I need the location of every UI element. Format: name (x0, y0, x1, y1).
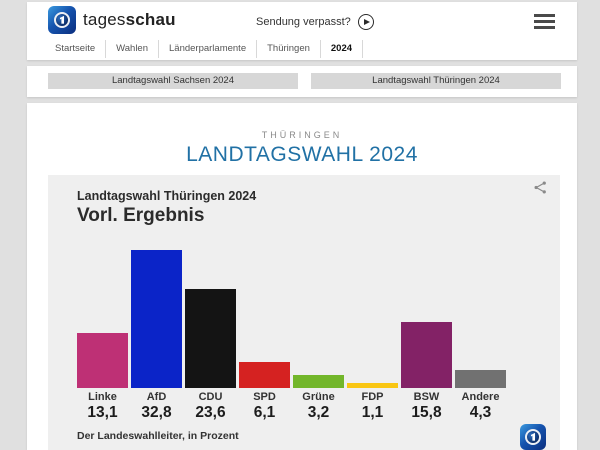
value-label-grüne: 3,2 (307, 404, 330, 421)
chart-title: Landtagswahl Thüringen 2024 (77, 189, 257, 203)
bar-spd (239, 362, 290, 388)
sendung-verpasst-link[interactable]: Sendung verpasst? (256, 14, 374, 30)
play-icon[interactable] (357, 14, 374, 30)
breadcrumb: Startseite Wahlen Länderparlamente Thüri… (45, 40, 364, 58)
party-label-cdu: CDU (198, 391, 223, 403)
party-label-andere: Andere (461, 391, 500, 403)
menu-icon[interactable] (534, 14, 555, 32)
result-chart-card: Landtagswahl Thüringen 2024 Vorl. Ergebn… (48, 175, 560, 450)
site-header: tagesschau Sendung verpasst? Startseite … (27, 2, 577, 60)
value-labels: 13,1 32,8 23,6 6,1 3,2 1,1 15,8 4,3 (77, 404, 506, 422)
bar-andere (455, 369, 506, 388)
bars (77, 250, 506, 388)
brand-wordmark: tagesschau (83, 10, 176, 29)
bar-fdp (347, 383, 398, 388)
party-label-linke: Linke (88, 391, 117, 403)
value-label-bsw: 15,8 (411, 404, 442, 421)
breadcrumb-thueringen[interactable]: Thüringen (256, 40, 320, 58)
party-label-afd: AfD (146, 391, 167, 403)
sendung-verpasst-label: Sendung verpasst? (256, 16, 351, 28)
landtagswahl-sachsen-button[interactable]: Landtagswahl Sachsen 2024 (48, 73, 298, 89)
party-labels: Linke AfD CDU SPD Grüne FDP BSW Andere (77, 391, 506, 403)
value-label-andere: 4,3 (469, 404, 492, 421)
breadcrumb-laenderparlamente[interactable]: Länderparlamente (158, 40, 256, 58)
party-label-grüne: Grüne (302, 391, 335, 403)
breadcrumb-wahlen[interactable]: Wahlen (105, 40, 158, 58)
value-label-cdu: 23,6 (195, 404, 226, 421)
page-title: LANDTAGSWAHL 2024 (186, 143, 418, 166)
region-kicker: THÜRINGEN (261, 130, 343, 140)
tagesschau-logo-icon (48, 6, 76, 34)
bar-linke (77, 332, 128, 388)
main-content: THÜRINGEN LANDTAGSWAHL 2024 Landtagswahl… (27, 103, 577, 450)
landtagswahl-thueringen-button[interactable]: Landtagswahl Thüringen 2024 (311, 73, 561, 89)
tagesschau-home-link[interactable]: tagesschau (48, 6, 176, 34)
party-label-bsw: BSW (413, 391, 440, 403)
bar-grüne (293, 374, 344, 388)
value-label-spd: 6,1 (253, 404, 276, 421)
share-icon[interactable] (533, 180, 549, 196)
value-label-linke: 13,1 (87, 404, 118, 421)
breadcrumb-startseite[interactable]: Startseite (55, 43, 96, 54)
party-label-spd: SPD (253, 391, 276, 403)
value-label-afd: 32,8 (141, 404, 172, 421)
chart-subtitle: Vorl. Ergebnis (77, 205, 205, 226)
breadcrumb-2024[interactable]: 2024 (319, 40, 364, 58)
value-label-fdp: 1,1 (361, 404, 384, 421)
bar-cdu (185, 288, 236, 388)
bar-bsw (401, 321, 452, 388)
bar-afd (131, 250, 182, 388)
election-switch-bar: Landtagswahl Sachsen 2024 Landtagswahl T… (27, 66, 577, 97)
tagesschau-logo-icon (520, 424, 546, 450)
party-label-fdp: FDP (361, 391, 384, 403)
source-note: Der Landeswahlleiter, in Prozent (77, 430, 239, 442)
